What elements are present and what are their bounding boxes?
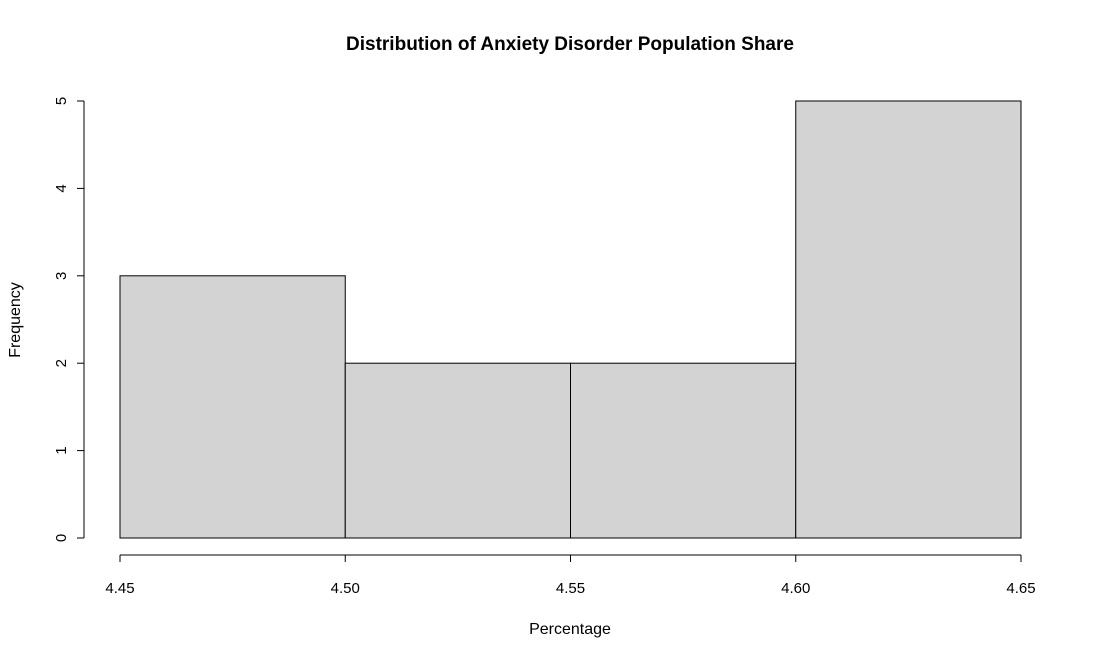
bars-group bbox=[119, 100, 1022, 539]
y-tick-label: 4 bbox=[53, 184, 70, 192]
x-tick-label: 4.65 bbox=[1006, 580, 1035, 597]
y-axis: 0 1 2 3 4 5 bbox=[53, 97, 85, 542]
y-axis-label: Frequency bbox=[7, 282, 24, 358]
y-tick-label: 0 bbox=[53, 534, 70, 542]
y-tick-label: 3 bbox=[53, 272, 70, 280]
x-axis: 4.45 4.50 4.55 4.60 4.65 bbox=[105, 554, 1036, 597]
y-tick-label: 2 bbox=[53, 359, 70, 367]
x-tick-label: 4.45 bbox=[105, 580, 134, 597]
x-axis-label: Percentage bbox=[529, 621, 611, 638]
histogram-bar-2 bbox=[344, 362, 571, 539]
x-tick-label: 4.50 bbox=[331, 580, 360, 597]
x-tick-label: 4.55 bbox=[556, 580, 585, 597]
x-tick-label: 4.60 bbox=[781, 580, 810, 597]
y-tick-label: 5 bbox=[53, 97, 70, 105]
histogram-bar-3 bbox=[570, 362, 797, 539]
histogram-bar-4 bbox=[795, 100, 1022, 539]
y-tick-label: 1 bbox=[53, 446, 70, 454]
chart-title: Distribution of Anxiety Disorder Populat… bbox=[346, 34, 794, 55]
histogram-bar-1 bbox=[119, 275, 346, 539]
